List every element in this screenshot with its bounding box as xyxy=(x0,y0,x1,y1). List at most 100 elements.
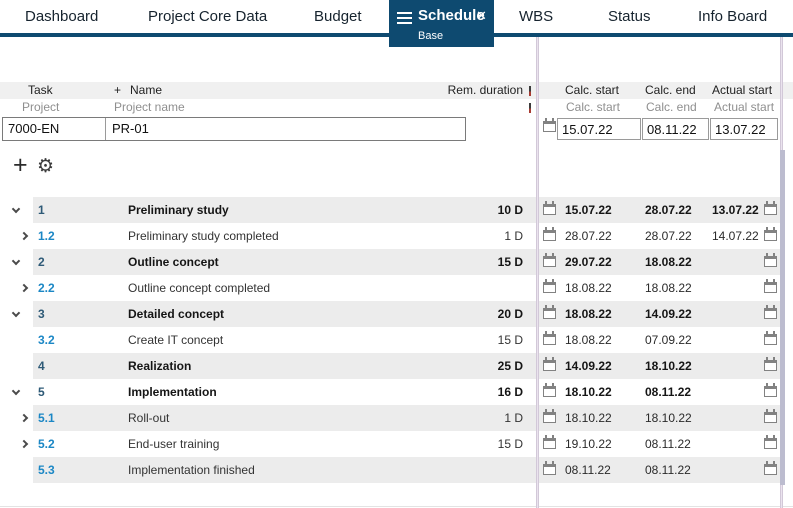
task-rem-duration: 25 D xyxy=(497,359,523,373)
chevron-icon[interactable] xyxy=(19,413,29,423)
calendar-icon[interactable] xyxy=(764,305,777,319)
task-name: Realization xyxy=(128,359,192,373)
task-row[interactable]: 2 Outline concept 15 D 29.07.22 18.08.22 xyxy=(0,249,793,275)
task-calc-start: 08.11.22 xyxy=(565,463,611,477)
col-actual-start[interactable]: Actual start xyxy=(712,83,773,97)
calc-start-input[interactable] xyxy=(557,118,641,140)
calendar-icon[interactable] xyxy=(764,383,777,397)
task-number-link[interactable]: 5.2 xyxy=(38,437,55,451)
task-row[interactable]: 3.2 Create IT concept 15 D 18.08.22 07.0… xyxy=(0,327,793,353)
task-name: Preliminary study xyxy=(128,203,229,217)
col-rem-duration[interactable]: Rem. duration xyxy=(447,83,523,97)
task-number-link[interactable]: 4 xyxy=(38,359,45,373)
chevron-icon[interactable] xyxy=(11,308,21,318)
col-name[interactable]: Name xyxy=(130,83,163,97)
task-row[interactable]: 1.2 Preliminary study completed 1 D 28.0… xyxy=(0,223,793,249)
task-row[interactable]: 5 Implementation 16 D 18.10.22 08.11.22 xyxy=(0,379,793,405)
col-task[interactable]: Task xyxy=(28,83,53,97)
task-number-link[interactable]: 5.1 xyxy=(38,411,55,425)
task-calc-end: 14.09.22 xyxy=(645,307,692,321)
task-row[interactable]: 5.2 End-user training 15 D 19.10.22 08.1… xyxy=(0,431,793,457)
task-calc-end: 08.11.22 xyxy=(645,385,692,399)
task-calc-end: 28.07.22 xyxy=(645,229,692,243)
calendar-icon xyxy=(543,227,556,241)
task-row[interactable]: 3 Detailed concept 20 D 18.08.22 14.09.2… xyxy=(0,301,793,327)
filter-calc-end: Calc. end xyxy=(646,100,697,114)
calendar-icon[interactable] xyxy=(764,357,777,371)
tab-project-core-data[interactable]: Project Core Data xyxy=(148,8,268,25)
chevron-icon[interactable] xyxy=(11,386,21,396)
col-calc-start[interactable]: Calc. start xyxy=(565,83,620,97)
task-row[interactable]: 4 Realization 25 D 14.09.22 18.10.22 xyxy=(0,353,793,379)
tab-budget[interactable]: Budget xyxy=(314,8,362,25)
task-calc-start: 18.10.22 xyxy=(565,385,612,399)
calendar-icon[interactable] xyxy=(764,279,777,293)
task-row[interactable]: 1 Preliminary study 10 D 15.07.22 28.07.… xyxy=(0,197,793,223)
task-calc-end: 18.10.22 xyxy=(645,411,692,425)
task-number-link[interactable]: 3.2 xyxy=(38,333,55,347)
chevron-icon[interactable] xyxy=(11,256,21,266)
vertical-scrollbar[interactable] xyxy=(780,150,785,485)
calendar-icon[interactable] xyxy=(764,435,777,449)
task-calc-start: 18.10.22 xyxy=(565,411,612,425)
task-row[interactable]: 5.3 Implementation finished 08.11.22 08.… xyxy=(0,457,793,483)
task-rem-duration: 10 D xyxy=(497,203,523,217)
task-number-link[interactable]: 3 xyxy=(38,307,45,321)
add-task-button[interactable]: + xyxy=(13,151,28,179)
calendar-icon[interactable] xyxy=(764,331,777,345)
tab-info-board[interactable]: Info Board xyxy=(698,8,768,25)
row-stripe xyxy=(33,457,780,483)
task-number-link[interactable]: 2.2 xyxy=(38,281,55,295)
gear-icon[interactable]: ⚙ xyxy=(37,156,55,177)
filter-project: Project xyxy=(22,100,60,114)
task-calc-end: 07.09.22 xyxy=(645,333,692,347)
actual-start-input[interactable] xyxy=(710,118,778,140)
task-number-link[interactable]: 1.2 xyxy=(38,229,55,243)
task-number-link[interactable]: 5.3 xyxy=(38,463,55,477)
task-rem-duration: 15 D xyxy=(497,255,523,269)
pane-splitter[interactable] xyxy=(536,37,539,508)
task-calc-start: 14.09.22 xyxy=(565,359,612,373)
task-row[interactable]: 5.1 Roll-out 1 D 18.10.22 18.10.22 xyxy=(0,405,793,431)
task-name: Preliminary study completed xyxy=(128,229,279,243)
add-column-icon[interactable]: + xyxy=(114,83,122,97)
task-actual-start: 13.07.22 xyxy=(712,203,759,217)
chevron-icon[interactable] xyxy=(19,283,29,293)
calendar-icon[interactable] xyxy=(764,253,777,267)
calendar-icon[interactable] xyxy=(764,201,777,215)
close-icon[interactable]: ✕ xyxy=(476,8,487,23)
tab-wbs[interactable]: WBS xyxy=(519,8,554,25)
calendar-icon xyxy=(543,201,556,215)
project-id-field[interactable]: 7000-EN xyxy=(8,121,60,136)
task-calc-end: 18.08.22 xyxy=(645,255,692,269)
calc-end-input[interactable] xyxy=(642,118,709,140)
clipped-column-fragment xyxy=(529,86,531,96)
col-calc-end[interactable]: Calc. end xyxy=(645,83,696,97)
hamburger-icon[interactable] xyxy=(397,12,412,14)
task-number-link[interactable]: 5 xyxy=(38,385,45,399)
task-rem-duration: 20 D xyxy=(497,307,523,321)
task-calc-end: 18.10.22 xyxy=(645,359,692,373)
calendar-icon[interactable] xyxy=(543,118,556,132)
task-calc-end: 08.11.22 xyxy=(645,437,691,451)
calendar-icon[interactable] xyxy=(764,409,777,423)
task-row[interactable]: 2.2 Outline concept completed 18.08.22 1… xyxy=(0,275,793,301)
calendar-icon xyxy=(543,253,556,267)
calendar-icon[interactable] xyxy=(764,461,777,475)
calendar-icon xyxy=(543,383,556,397)
tab-dashboard[interactable]: Dashboard xyxy=(25,8,99,25)
project-name-field[interactable]: PR-01 xyxy=(105,118,465,140)
task-actual-start: 14.07.22 xyxy=(712,229,759,243)
task-number-link[interactable]: 2 xyxy=(38,255,45,269)
calendar-icon[interactable] xyxy=(764,227,777,241)
chevron-icon[interactable] xyxy=(19,231,29,241)
row-stripe xyxy=(33,249,780,275)
task-number-link[interactable]: 1 xyxy=(38,203,45,217)
tab-status[interactable]: Status xyxy=(608,8,651,25)
chevron-icon[interactable] xyxy=(19,439,29,449)
task-name: Outline concept xyxy=(128,255,219,269)
chevron-icon[interactable] xyxy=(11,204,21,214)
tab-schedule-active[interactable]: Schedule ✕ Base xyxy=(389,0,494,47)
filter-project-name: Project name xyxy=(114,100,185,114)
